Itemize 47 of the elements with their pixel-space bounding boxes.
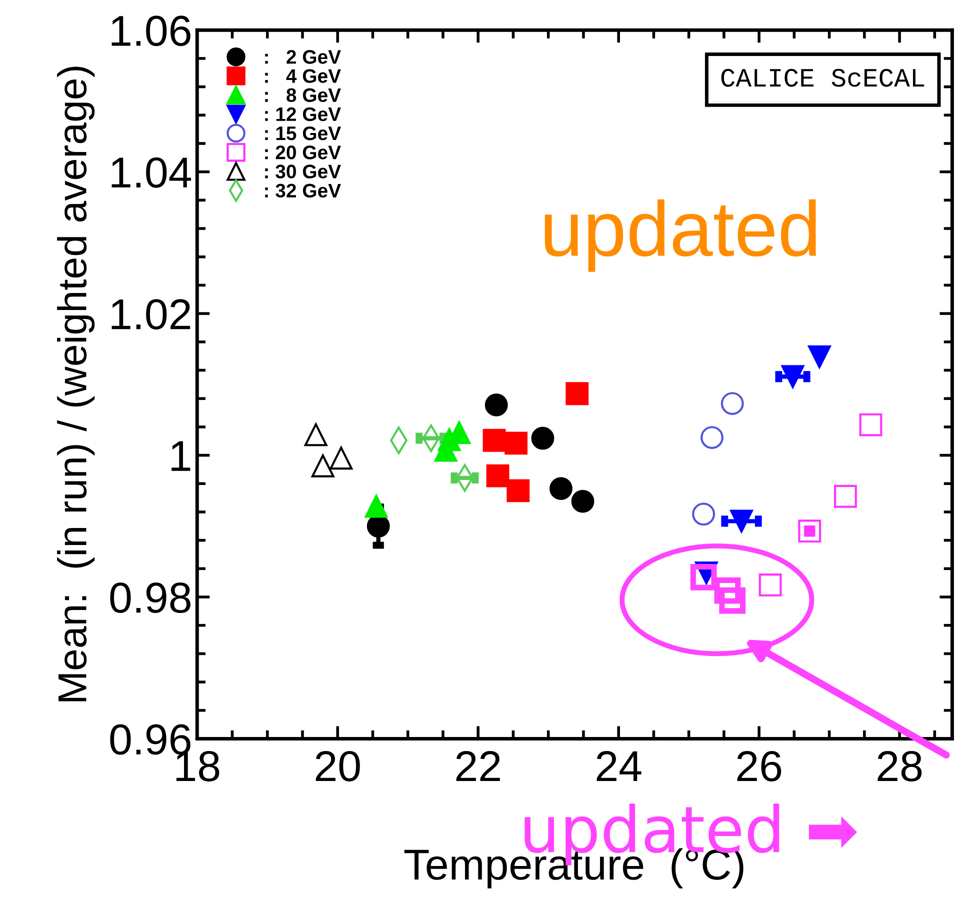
legend-label: : 32 GeV	[265, 184, 341, 198]
point	[531, 426, 554, 450]
point	[571, 490, 594, 513]
x-tick-label: 28	[878, 750, 922, 782]
legend-label: : 15 GeV	[265, 126, 341, 140]
point	[690, 564, 717, 590]
y-axis-title: Mean: (in run) / (weighted average)	[57, 66, 95, 702]
point	[482, 428, 506, 452]
y-tick-label: 1	[172, 441, 190, 471]
y-tick-label: 1.02	[112, 299, 190, 330]
legend-label: : 8 GeV	[265, 88, 341, 102]
x-tick-label: 20	[316, 750, 360, 782]
annotation: updated	[544, 199, 816, 272]
point	[700, 426, 724, 450]
point	[798, 520, 822, 543]
point	[311, 454, 334, 478]
y-tick-label: 1.06	[112, 16, 190, 46]
x-tick-label: 24	[596, 750, 642, 782]
point	[714, 577, 741, 604]
point	[506, 479, 530, 502]
point	[484, 393, 508, 416]
point	[834, 484, 857, 508]
point	[808, 345, 831, 368]
point	[720, 392, 744, 415]
point	[550, 477, 572, 500]
legend-label: : 4 GeV	[265, 69, 341, 83]
point	[330, 446, 353, 470]
point	[859, 413, 882, 436]
legend-label: : 20 GeV	[265, 146, 341, 160]
point	[566, 382, 589, 406]
legend-label: : 30 GeV	[265, 164, 341, 178]
point	[758, 573, 782, 596]
point	[486, 464, 510, 488]
point	[719, 587, 746, 614]
x-tick-label: 26	[737, 750, 782, 782]
x-tick-label: 22	[456, 750, 500, 782]
point	[364, 494, 388, 518]
point	[504, 432, 528, 455]
legend-label: : 12 GeV	[265, 107, 341, 122]
legend-label: : 2 GeV	[265, 50, 341, 64]
point	[304, 423, 328, 446]
annotation: CALICE ScECAL	[721, 68, 924, 87]
point	[730, 510, 753, 533]
y-tick-label: 1.04	[112, 157, 192, 188]
point	[781, 365, 804, 388]
point	[692, 502, 716, 526]
y-tick-label: 0.98	[110, 582, 190, 614]
